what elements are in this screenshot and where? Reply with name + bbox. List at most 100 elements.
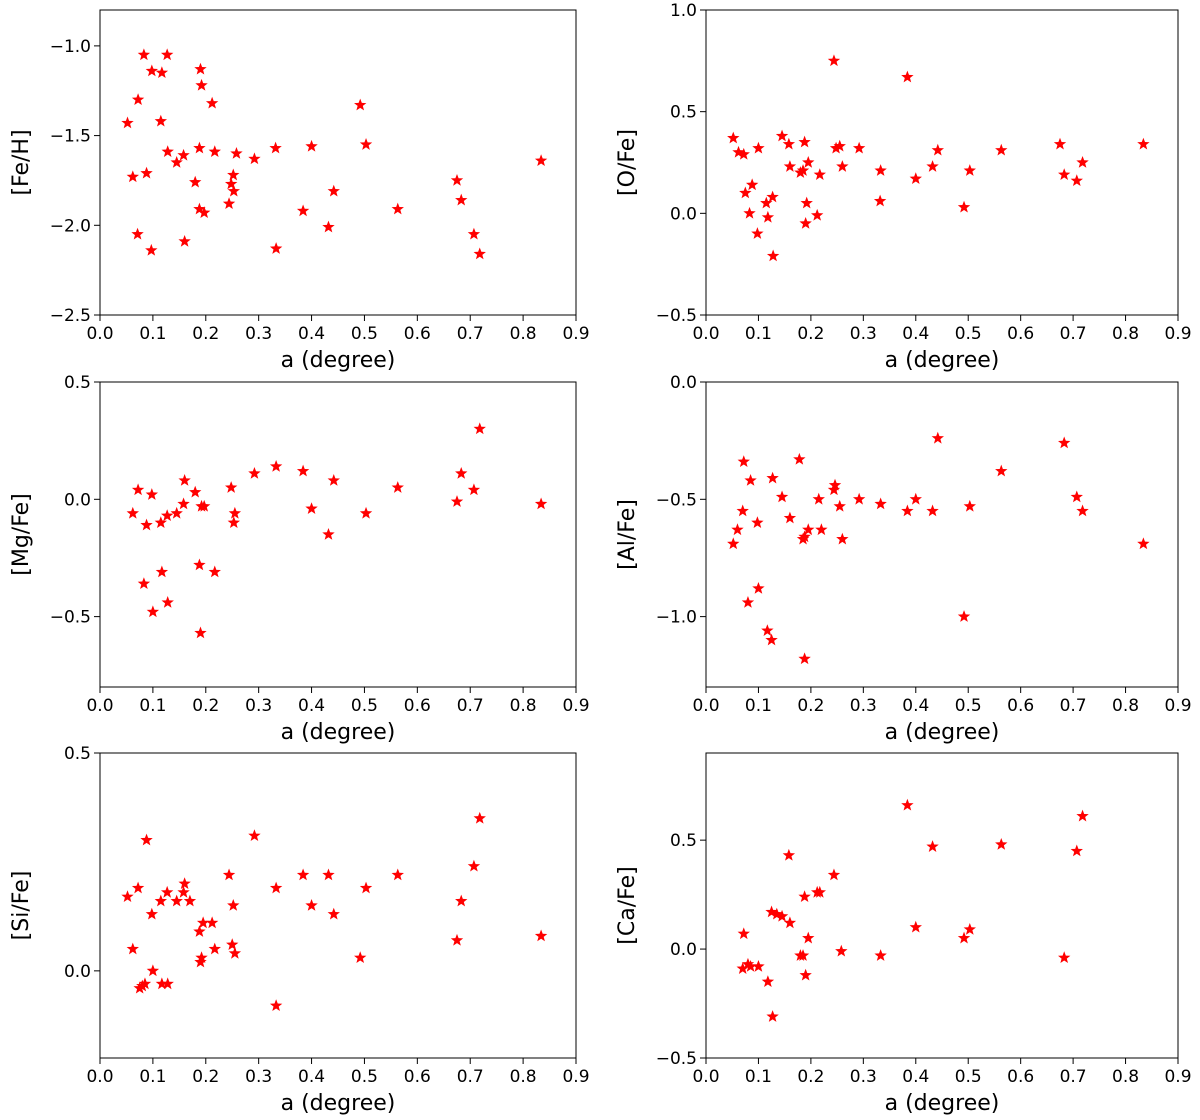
- x-tick-label: 0.1: [139, 1067, 166, 1087]
- star-point: [193, 202, 206, 215]
- star-point: [467, 859, 481, 872]
- star-point: [269, 242, 283, 254]
- star-point: [775, 909, 789, 922]
- star-point: [230, 147, 243, 159]
- star-point: [1070, 844, 1083, 857]
- star-point: [957, 931, 971, 944]
- star-point: [391, 202, 404, 215]
- star-point: [766, 1010, 779, 1022]
- star-point: [931, 431, 944, 444]
- x-tick-label: 0.5: [351, 696, 378, 716]
- star-point: [194, 955, 207, 968]
- star-point: [473, 247, 486, 260]
- star-point: [1076, 809, 1089, 822]
- plot-frame: [705, 9, 1179, 316]
- star-point: [874, 164, 887, 176]
- x-tick-label: 0.7: [1060, 1067, 1087, 1087]
- star-point: [836, 532, 849, 545]
- x-tick-label: 0.9: [1164, 1067, 1191, 1087]
- x-tick-label: 0.5: [351, 1067, 378, 1087]
- star-point: [765, 905, 778, 918]
- star-point: [926, 840, 939, 852]
- star-point: [1058, 168, 1071, 180]
- star-point: [799, 217, 812, 229]
- star-point: [155, 565, 169, 578]
- star-point: [752, 581, 765, 594]
- x-axis-label: a (degree): [885, 1091, 1000, 1116]
- star-point: [827, 483, 841, 496]
- x-tick-label: 0.9: [1164, 324, 1191, 344]
- star-point: [751, 516, 764, 529]
- y-tick-label: −2.0: [50, 216, 91, 236]
- star-point: [744, 474, 757, 486]
- x-axis-label: a (degree): [885, 720, 1000, 745]
- x-tick-label: 0.8: [510, 1067, 537, 1087]
- star-point: [269, 881, 283, 894]
- x-tick-label: 0.9: [1164, 696, 1191, 716]
- star-point: [874, 949, 887, 961]
- star-point: [296, 868, 310, 881]
- star-point: [815, 523, 828, 536]
- x-tick-label: 0.1: [745, 696, 772, 716]
- x-tick-label: 0.0: [692, 696, 719, 716]
- star-point: [354, 951, 367, 964]
- star-point: [248, 467, 261, 479]
- star-point: [131, 483, 145, 496]
- star-point: [160, 48, 174, 61]
- x-axis-label: a (degree): [281, 348, 396, 373]
- y-tick-label: −0.5: [656, 490, 697, 510]
- star-point: [194, 626, 207, 639]
- star-point: [224, 177, 238, 190]
- star-point: [227, 899, 240, 911]
- star-point: [963, 922, 976, 935]
- star-point: [775, 490, 789, 503]
- star-point: [155, 66, 169, 79]
- star-point: [874, 497, 887, 510]
- star-point: [761, 624, 774, 636]
- star-point: [227, 516, 240, 529]
- x-tick-label: 0.4: [298, 324, 325, 344]
- star-point: [269, 141, 282, 154]
- star-point: [391, 868, 404, 881]
- star-point: [161, 977, 174, 990]
- star-point: [926, 160, 939, 172]
- star-point: [736, 962, 749, 974]
- y-axis-label: [Ca/Fe]: [615, 866, 640, 944]
- star-point: [796, 949, 810, 961]
- x-tick-label: 0.0: [692, 324, 719, 344]
- y-tick-label: 0.0: [64, 962, 91, 982]
- y-axis-label: [Al/Fe]: [615, 499, 640, 570]
- y-tick-label: −2.5: [50, 306, 91, 326]
- star-point: [782, 848, 796, 861]
- star-point: [1076, 156, 1089, 168]
- x-tick-label: 0.4: [902, 324, 929, 344]
- y-tick-label: 0.0: [64, 490, 91, 510]
- star-point: [248, 829, 261, 842]
- star-point: [783, 511, 797, 524]
- y-axis-label: [O/Fe]: [615, 129, 640, 196]
- star-point: [193, 925, 206, 937]
- star-point: [269, 999, 283, 1011]
- star-point: [138, 977, 152, 990]
- x-tick-label: 0.1: [139, 324, 166, 344]
- x-tick-label: 0.9: [562, 696, 589, 716]
- star-point: [782, 137, 796, 150]
- x-tick-label: 0.9: [562, 324, 589, 344]
- star-point: [322, 868, 335, 881]
- scatter-panel: 0.0 0.1 0.2 0.3 0.4 0.5 0.6 0.7 0.8 0.9 −2.5 −2.0 −1…: [9, 9, 590, 373]
- scatter-panel: 0.0 0.1 0.2 0.3 0.4 0.5 0.6 0.7 0.8 0.9 −1.0 −0.5 0.…: [615, 373, 1192, 745]
- star-point: [305, 502, 318, 514]
- star-point: [140, 166, 153, 179]
- star-point: [131, 881, 145, 894]
- star-point: [909, 172, 922, 185]
- star-point: [455, 193, 468, 206]
- x-tick-label: 0.1: [139, 696, 166, 716]
- x-tick-label: 0.0: [692, 1067, 719, 1087]
- star-point: [760, 196, 773, 209]
- star-point: [145, 907, 159, 920]
- star-point: [193, 141, 206, 154]
- star-point: [170, 894, 183, 907]
- star-point: [829, 141, 843, 154]
- star-point: [736, 504, 749, 517]
- x-tick-label: 0.2: [797, 1067, 824, 1087]
